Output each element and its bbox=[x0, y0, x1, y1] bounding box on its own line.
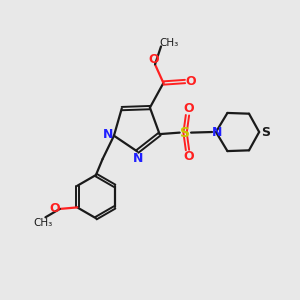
Text: N: N bbox=[133, 152, 143, 165]
Text: O: O bbox=[184, 150, 194, 163]
Text: O: O bbox=[185, 75, 196, 88]
Text: O: O bbox=[50, 202, 60, 215]
Text: S: S bbox=[261, 125, 270, 139]
Text: S: S bbox=[180, 126, 190, 140]
Text: N: N bbox=[103, 128, 114, 141]
Text: O: O bbox=[148, 52, 159, 65]
Text: CH₃: CH₃ bbox=[33, 218, 53, 228]
Text: N: N bbox=[212, 125, 222, 139]
Text: O: O bbox=[184, 102, 194, 115]
Text: CH₃: CH₃ bbox=[160, 38, 179, 48]
